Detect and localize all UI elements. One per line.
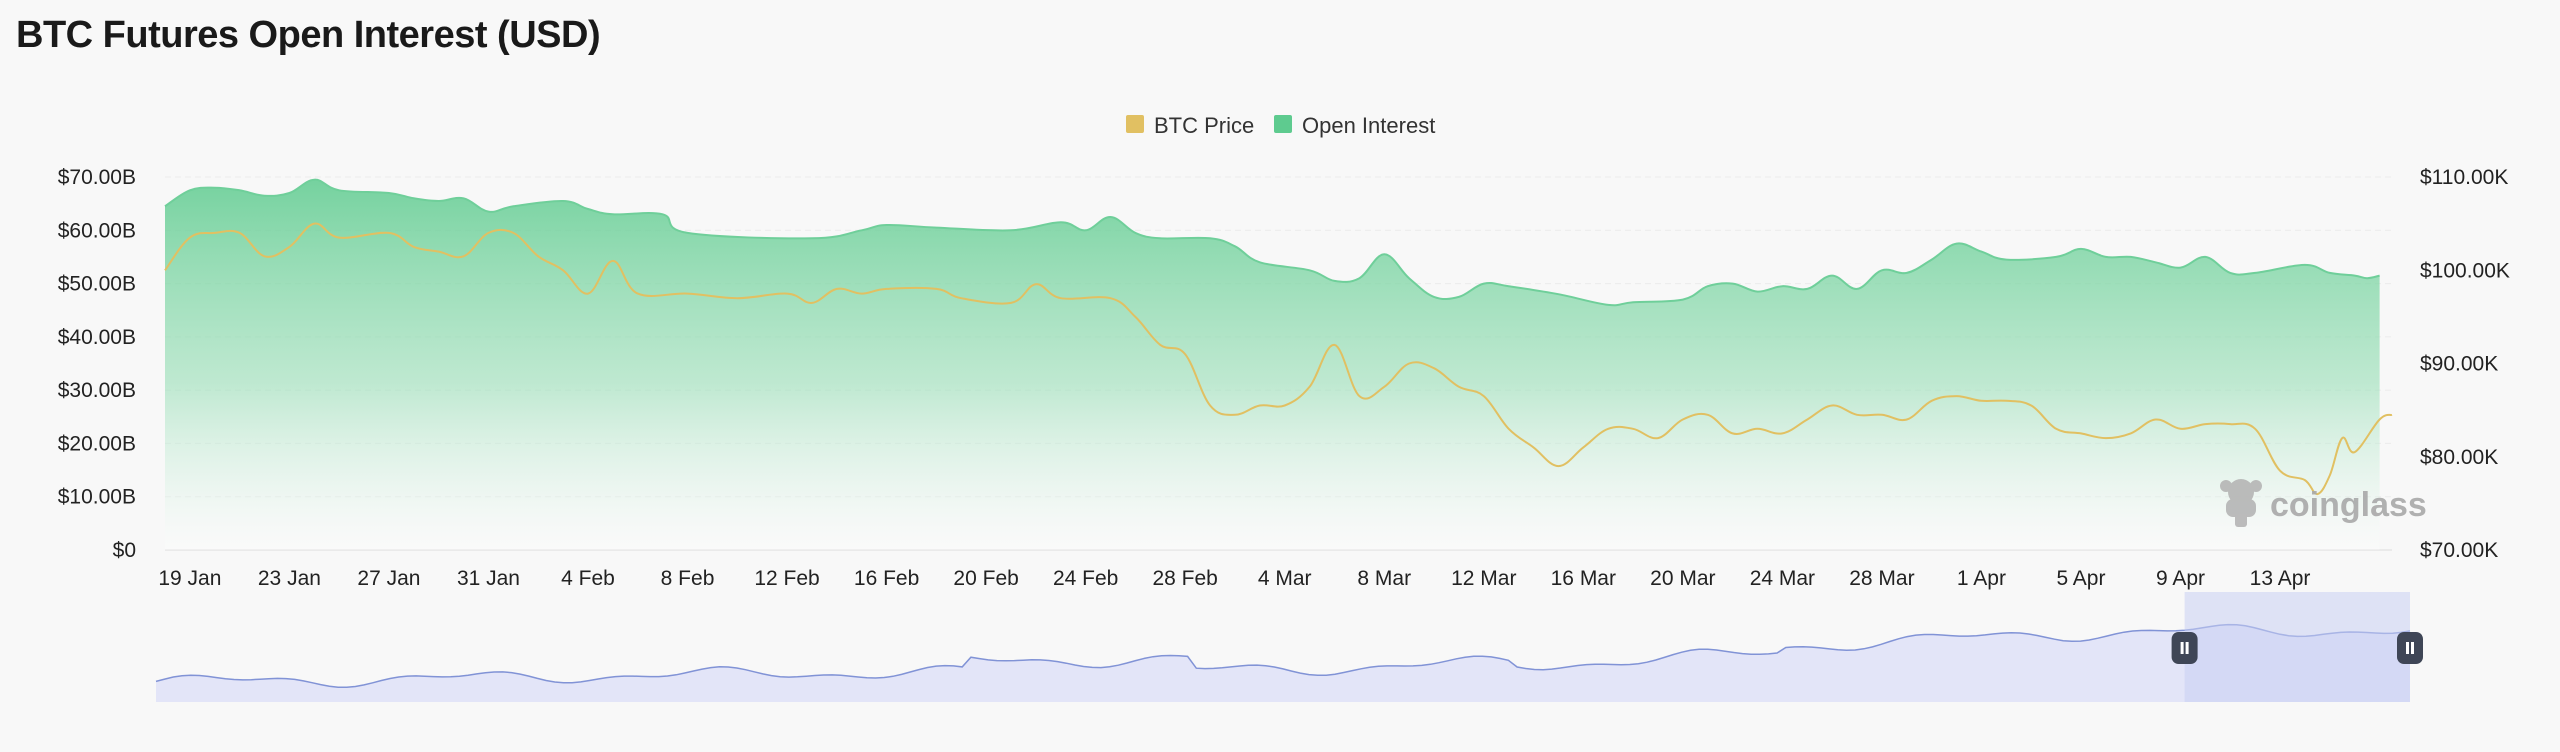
coinglass-logo-icon xyxy=(2220,479,2262,527)
y-right-tick-label: $90.00K xyxy=(2420,353,2498,376)
legend: BTC Price Open Interest xyxy=(1126,113,1435,138)
y-right-tick-label: $110.00K xyxy=(2420,166,2508,189)
y-right-tick-label: $70.00K xyxy=(2420,539,2498,562)
x-tick-label: 24 Feb xyxy=(1053,567,1118,590)
x-tick-label: 31 Jan xyxy=(457,567,520,590)
page-title: BTC Futures Open Interest (USD) xyxy=(16,14,601,56)
x-tick-label: 8 Feb xyxy=(661,567,715,590)
y-left-tick-label: $40.00B xyxy=(58,326,136,349)
navigator-handle-left[interactable] xyxy=(2171,632,2198,664)
navigator-handle-right[interactable] xyxy=(2397,632,2423,664)
x-tick-label: 4 Mar xyxy=(1258,567,1312,590)
x-tick-label: 12 Feb xyxy=(754,567,819,590)
legend-swatch-btc-price xyxy=(1126,115,1144,133)
x-tick-label: 9 Apr xyxy=(2156,567,2205,590)
x-tick-label: 16 Feb xyxy=(854,567,919,590)
legend-label-open-interest[interactable]: Open Interest xyxy=(1302,113,1435,138)
x-tick-label: 23 Jan xyxy=(258,567,321,590)
y-left-tick-label: $10.00B xyxy=(58,486,136,509)
pause-handle-icon[interactable] xyxy=(2397,632,2423,664)
x-tick-label: 5 Apr xyxy=(2056,567,2105,590)
navigator-selection[interactable] xyxy=(2184,592,2410,702)
x-tick-label: 19 Jan xyxy=(158,567,221,590)
y-left-tick-label: $20.00B xyxy=(58,432,136,455)
x-tick-label: 28 Mar xyxy=(1849,567,1914,590)
x-axis: 19 Jan 23 Jan 27 Jan 31 Jan 4 Feb 8 Feb 12 Feb… xyxy=(158,567,2310,590)
navigator-line xyxy=(155,623,2411,689)
open-interest-area xyxy=(165,179,2380,550)
x-tick-label: 1 Apr xyxy=(1957,567,2006,590)
btc-price-line xyxy=(164,222,2393,496)
y-left-tick-label: $70.00B xyxy=(58,166,136,189)
pause-handle-icon[interactable] xyxy=(2171,632,2198,664)
legend-swatch-open-interest xyxy=(1274,115,1292,133)
x-tick-label: 20 Mar xyxy=(1650,567,1715,590)
legend-item-btc-price[interactable]: BTC Price xyxy=(1126,113,1254,138)
navigator[interactable] xyxy=(155,592,2423,702)
y-left-tick-label: $30.00B xyxy=(58,379,136,402)
y-axis-left: $0 $10.00B $20.00B $30.00B $40.00B $50.00B $60… xyxy=(58,166,136,562)
x-tick-label: 28 Feb xyxy=(1152,567,1217,590)
y-right-tick-label: $100.00K xyxy=(2420,259,2510,282)
y-axis-right: $70.00K $80.00K $90.00K $100.00K $110.00K xyxy=(2420,166,2510,562)
x-tick-label: 16 Mar xyxy=(1551,567,1616,590)
y-left-tick-label: $0 xyxy=(113,539,136,562)
legend-label-btc-price[interactable]: BTC Price xyxy=(1154,113,1254,138)
x-tick-label: 20 Feb xyxy=(953,567,1018,590)
y-left-tick-label: $50.00B xyxy=(58,273,136,296)
x-tick-label: 13 Apr xyxy=(2250,567,2311,590)
navigator-area xyxy=(156,624,2410,702)
x-tick-label: 27 Jan xyxy=(357,567,420,590)
y-right-tick-label: $80.00K xyxy=(2420,446,2498,469)
watermark: coinglass xyxy=(2220,479,2427,527)
legend-item-open-interest[interactable]: Open Interest xyxy=(1274,113,1435,138)
open-interest-line xyxy=(164,178,2380,307)
x-tick-label: 24 Mar xyxy=(1750,567,1815,590)
y-left-tick-label: $60.00B xyxy=(58,219,136,242)
x-tick-label: 8 Mar xyxy=(1357,567,1411,590)
watermark-text: coinglass xyxy=(2270,486,2427,524)
x-tick-label: 4 Feb xyxy=(561,567,615,590)
x-tick-label: 12 Mar xyxy=(1451,567,1516,590)
